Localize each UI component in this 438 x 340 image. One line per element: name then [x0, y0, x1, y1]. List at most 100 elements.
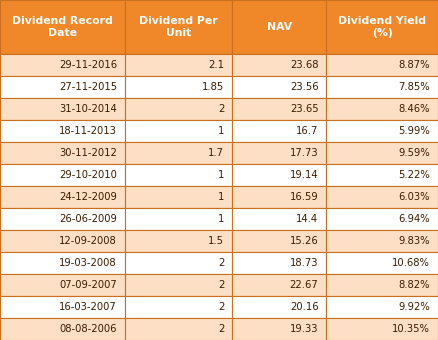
Text: 12-09-2008: 12-09-2008: [59, 236, 117, 246]
Bar: [326, 54, 438, 76]
Text: 9.59%: 9.59%: [399, 148, 430, 158]
Text: 2.1: 2.1: [208, 60, 224, 70]
Bar: [0, 252, 125, 274]
Bar: [232, 296, 326, 318]
Text: 24-12-2009: 24-12-2009: [59, 192, 117, 202]
Bar: [326, 76, 438, 98]
Bar: [125, 0, 232, 54]
Bar: [326, 0, 438, 54]
Bar: [326, 164, 438, 186]
Bar: [326, 318, 438, 340]
Bar: [232, 186, 326, 208]
Text: 14.4: 14.4: [296, 214, 318, 224]
Bar: [232, 142, 326, 164]
Bar: [232, 98, 326, 120]
Text: 10.68%: 10.68%: [392, 258, 430, 268]
Text: 26-06-2009: 26-06-2009: [59, 214, 117, 224]
Text: 19-03-2008: 19-03-2008: [59, 258, 117, 268]
Bar: [0, 186, 125, 208]
Text: 2: 2: [218, 280, 224, 290]
Bar: [0, 54, 125, 76]
Text: 20.16: 20.16: [290, 302, 318, 312]
Text: 08-08-2006: 08-08-2006: [60, 324, 117, 334]
Bar: [125, 274, 232, 296]
Bar: [232, 274, 326, 296]
Text: 16.7: 16.7: [296, 126, 318, 136]
Bar: [0, 120, 125, 142]
Text: 8.46%: 8.46%: [399, 104, 430, 114]
Text: Dividend Per
Unit: Dividend Per Unit: [139, 16, 218, 38]
Text: 2: 2: [218, 302, 224, 312]
Bar: [232, 120, 326, 142]
Text: 31-10-2014: 31-10-2014: [59, 104, 117, 114]
Bar: [0, 296, 125, 318]
Bar: [326, 274, 438, 296]
Bar: [125, 230, 232, 252]
Bar: [326, 120, 438, 142]
Text: 19.33: 19.33: [290, 324, 318, 334]
Text: 9.92%: 9.92%: [399, 302, 430, 312]
Bar: [0, 164, 125, 186]
Text: 23.65: 23.65: [290, 104, 318, 114]
Text: 1: 1: [218, 170, 224, 180]
Text: 10.35%: 10.35%: [392, 324, 430, 334]
Text: 17.73: 17.73: [290, 148, 318, 158]
Bar: [0, 142, 125, 164]
Text: 8.87%: 8.87%: [399, 60, 430, 70]
Text: 2: 2: [218, 104, 224, 114]
Text: 29-10-2010: 29-10-2010: [59, 170, 117, 180]
Text: 18-11-2013: 18-11-2013: [59, 126, 117, 136]
Bar: [0, 274, 125, 296]
Bar: [125, 76, 232, 98]
Bar: [326, 142, 438, 164]
Bar: [125, 318, 232, 340]
Bar: [125, 296, 232, 318]
Bar: [326, 252, 438, 274]
Bar: [326, 296, 438, 318]
Text: 8.82%: 8.82%: [399, 280, 430, 290]
Bar: [232, 208, 326, 230]
Text: 16.59: 16.59: [290, 192, 318, 202]
Text: NAV: NAV: [267, 22, 292, 32]
Bar: [125, 54, 232, 76]
Text: 1: 1: [218, 192, 224, 202]
Bar: [125, 252, 232, 274]
Bar: [0, 98, 125, 120]
Bar: [0, 208, 125, 230]
Bar: [232, 54, 326, 76]
Bar: [232, 76, 326, 98]
Text: 29-11-2016: 29-11-2016: [59, 60, 117, 70]
Bar: [232, 230, 326, 252]
Text: 15.26: 15.26: [290, 236, 318, 246]
Text: 18.73: 18.73: [290, 258, 318, 268]
Bar: [232, 0, 326, 54]
Text: 9.83%: 9.83%: [399, 236, 430, 246]
Bar: [0, 318, 125, 340]
Bar: [326, 98, 438, 120]
Bar: [0, 0, 125, 54]
Text: 1: 1: [218, 214, 224, 224]
Bar: [326, 208, 438, 230]
Bar: [232, 318, 326, 340]
Bar: [125, 142, 232, 164]
Text: 6.94%: 6.94%: [399, 214, 430, 224]
Bar: [125, 98, 232, 120]
Text: 30-11-2012: 30-11-2012: [59, 148, 117, 158]
Bar: [125, 208, 232, 230]
Bar: [125, 186, 232, 208]
Text: 5.99%: 5.99%: [399, 126, 430, 136]
Text: 1.85: 1.85: [202, 82, 224, 92]
Text: 19.14: 19.14: [290, 170, 318, 180]
Text: Dividend Yield
(%): Dividend Yield (%): [338, 16, 426, 38]
Text: 07-09-2007: 07-09-2007: [59, 280, 117, 290]
Text: 23.68: 23.68: [290, 60, 318, 70]
Text: 7.85%: 7.85%: [399, 82, 430, 92]
Bar: [0, 76, 125, 98]
Text: 2: 2: [218, 324, 224, 334]
Text: Dividend Record
Date: Dividend Record Date: [12, 16, 113, 38]
Text: 27-11-2015: 27-11-2015: [59, 82, 117, 92]
Bar: [0, 230, 125, 252]
Text: 23.56: 23.56: [290, 82, 318, 92]
Bar: [232, 252, 326, 274]
Text: 5.22%: 5.22%: [399, 170, 430, 180]
